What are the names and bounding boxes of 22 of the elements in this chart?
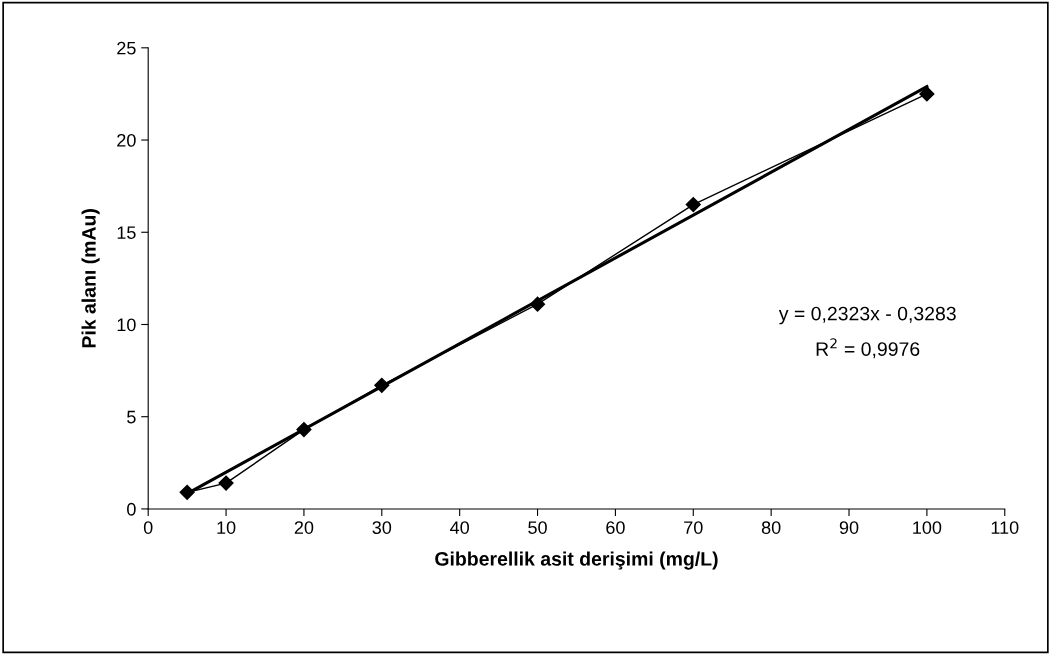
x-tick-label: 0 xyxy=(143,521,153,534)
y-tick-label: 5 xyxy=(127,410,136,424)
x-tick-label: 70 xyxy=(684,521,703,534)
x-tick-label: 90 xyxy=(839,521,859,534)
y-tick-label: 0 xyxy=(127,502,136,516)
y-tick-label: 15 xyxy=(117,226,136,239)
x-tick-label: 80 xyxy=(761,521,781,534)
y-axis-title: Pik alanı (mAu) xyxy=(81,209,100,348)
annotation: y = 0,2323x - 0,3283 xyxy=(778,306,956,325)
x-axis-title: Gibberellik asit derişimi (mg/L) xyxy=(435,551,718,570)
x-tick-label: 50 xyxy=(528,521,547,534)
x-tick-label: 10 xyxy=(217,521,236,534)
y-tick-label: 20 xyxy=(117,133,136,147)
x-tick-label: 100 xyxy=(913,521,942,534)
y-tick-label: 10 xyxy=(117,318,136,332)
x-tick-label: 30 xyxy=(372,521,392,534)
annotation: R$^{2}$ = 0,9976 xyxy=(816,338,920,359)
x-tick-label: 110 xyxy=(991,521,1019,534)
x-tick-label: 20 xyxy=(294,521,314,534)
x-tick-label: 40 xyxy=(450,521,470,534)
x-tick-label: 60 xyxy=(606,521,625,534)
y-tick-label: 25 xyxy=(117,41,136,55)
